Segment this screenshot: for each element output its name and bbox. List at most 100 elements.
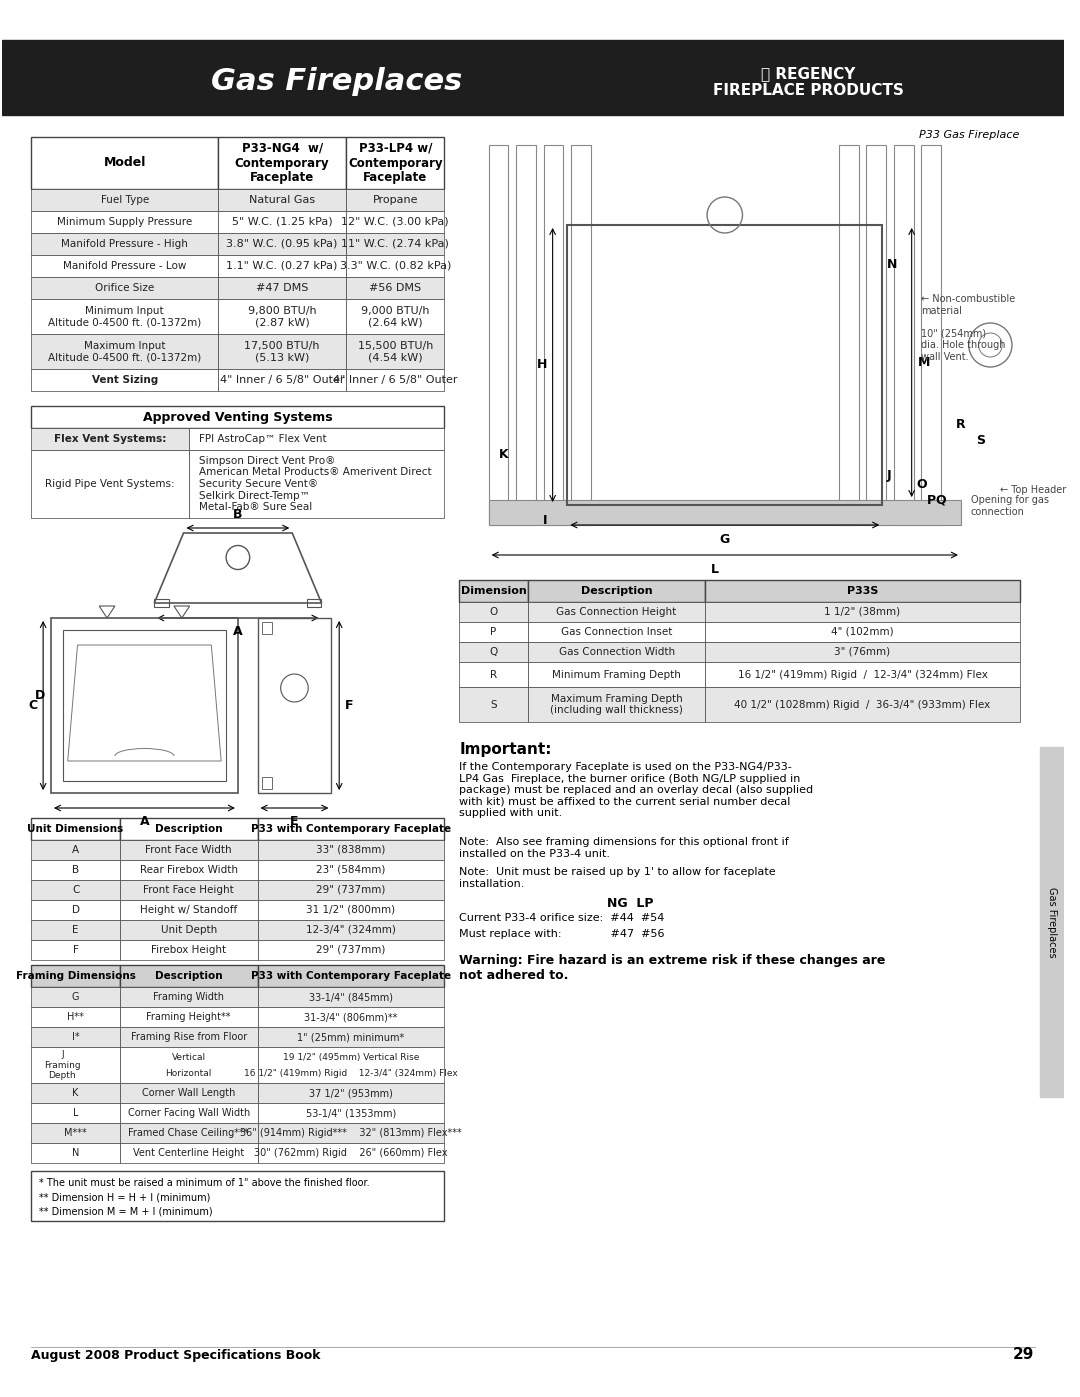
Bar — [120, 921, 257, 940]
Bar — [31, 861, 120, 880]
Text: Current P33-4 orifice size:  #44  #54: Current P33-4 orifice size: #44 #54 — [459, 914, 664, 923]
Text: Fuel Type: Fuel Type — [100, 196, 149, 205]
Bar — [257, 921, 445, 940]
Bar — [894, 145, 914, 525]
Text: 1 1/2" (38mm): 1 1/2" (38mm) — [824, 608, 901, 617]
Text: A: A — [139, 814, 149, 828]
Text: D: D — [71, 905, 80, 915]
Text: #56 DMS: #56 DMS — [369, 284, 421, 293]
Text: Opening for gas
connection: Opening for gas connection — [971, 495, 1049, 517]
Bar — [262, 777, 272, 789]
Text: Description: Description — [154, 824, 222, 834]
Bar — [120, 965, 257, 988]
Bar — [120, 861, 257, 880]
Text: O: O — [916, 479, 927, 492]
Text: Note:  Unit must be raised up by 1' to allow for faceplate
installation.: Note: Unit must be raised up by 1' to al… — [459, 868, 775, 888]
Bar — [31, 1046, 120, 1083]
Text: Unit Depth: Unit Depth — [161, 925, 217, 935]
Bar — [839, 145, 859, 525]
Bar — [346, 189, 445, 211]
Bar — [705, 687, 1020, 722]
Bar — [257, 1104, 445, 1123]
Text: I: I — [543, 514, 548, 527]
Text: Natural Gas: Natural Gas — [249, 196, 315, 205]
Text: S: S — [976, 433, 985, 447]
Bar — [218, 277, 346, 299]
Bar — [257, 819, 445, 840]
Text: Horizontal: Horizontal — [165, 1070, 212, 1078]
Text: Flex Vent Systems:: Flex Vent Systems: — [54, 434, 166, 444]
Bar — [31, 1123, 120, 1143]
Text: Firebox Height: Firebox Height — [151, 944, 227, 956]
Text: 36" (914mm) Rigid***    32" (813mm) Flex***: 36" (914mm) Rigid*** 32" (813mm) Flex*** — [240, 1127, 462, 1139]
Bar — [31, 1171, 445, 1221]
Text: Description: Description — [154, 971, 222, 981]
Bar — [31, 407, 445, 427]
Bar — [31, 840, 120, 861]
Bar — [31, 988, 120, 1007]
Bar — [218, 334, 346, 369]
Text: 11" W.C. (2.74 kPa): 11" W.C. (2.74 kPa) — [341, 239, 449, 249]
Text: Framing Width: Framing Width — [153, 992, 225, 1002]
Text: N: N — [72, 1148, 79, 1158]
Text: E: E — [291, 814, 299, 828]
Text: Approved Venting Systems: Approved Venting Systems — [143, 411, 333, 423]
Text: 9,800 BTU/h
(2.87 kW): 9,800 BTU/h (2.87 kW) — [247, 306, 316, 327]
Bar — [346, 277, 445, 299]
Bar — [705, 643, 1020, 662]
Bar — [63, 630, 226, 781]
Text: Orifice Size: Orifice Size — [95, 284, 154, 293]
Text: L: L — [711, 563, 719, 576]
Bar — [120, 1104, 257, 1123]
Bar — [31, 137, 218, 189]
Text: C: C — [72, 886, 79, 895]
Bar — [459, 602, 528, 622]
Text: L: L — [72, 1108, 79, 1118]
Text: C: C — [28, 698, 37, 712]
Text: 12-3/4" (324mm): 12-3/4" (324mm) — [306, 925, 396, 935]
Text: 4" Inner / 6 5/8" Outer: 4" Inner / 6 5/8" Outer — [220, 374, 345, 386]
Bar — [528, 580, 705, 602]
Text: 3.8" W.C. (0.95 kPa): 3.8" W.C. (0.95 kPa) — [227, 239, 338, 249]
Text: ** Dimension M = M + I (minimum): ** Dimension M = M + I (minimum) — [39, 1206, 213, 1215]
Text: 5" W.C. (1.25 kPa): 5" W.C. (1.25 kPa) — [232, 217, 333, 226]
Text: Maximum Framing Depth
(including wall thickness): Maximum Framing Depth (including wall th… — [550, 694, 683, 715]
Text: R: R — [956, 419, 966, 432]
Text: K: K — [72, 1088, 79, 1098]
Bar — [218, 233, 346, 256]
Bar — [120, 1046, 257, 1083]
Bar — [31, 1007, 120, 1027]
Text: Must replace with:              #47  #56: Must replace with: #47 #56 — [459, 929, 664, 939]
Text: 31 1/2" (800mm): 31 1/2" (800mm) — [307, 905, 395, 915]
Bar — [31, 277, 218, 299]
Text: NG  LP: NG LP — [607, 897, 653, 909]
Bar — [218, 189, 346, 211]
Bar — [544, 145, 564, 525]
Text: 33-1/4" (845mm): 33-1/4" (845mm) — [309, 992, 393, 1002]
Text: Q: Q — [489, 647, 498, 657]
Text: Warning: Fire hazard is an extreme risk if these changes are
not adhered to.: Warning: Fire hazard is an extreme risk … — [459, 954, 886, 982]
Bar — [257, 988, 445, 1007]
Bar — [528, 643, 705, 662]
Text: F: F — [346, 698, 353, 712]
Bar — [120, 1007, 257, 1027]
Text: F: F — [72, 944, 79, 956]
Bar — [120, 1143, 257, 1162]
Text: Vent Sizing: Vent Sizing — [92, 374, 158, 386]
Bar — [346, 233, 445, 256]
Bar — [257, 1046, 445, 1083]
Bar — [31, 1104, 120, 1123]
Bar — [257, 1123, 445, 1143]
Text: 4" Inner / 6 5/8" Outer: 4" Inner / 6 5/8" Outer — [333, 374, 458, 386]
Bar — [31, 965, 120, 988]
Text: Minimum Input
Altitude 0-4500 ft. (0-1372m): Minimum Input Altitude 0-4500 ft. (0-137… — [49, 306, 201, 327]
Text: #47 DMS: #47 DMS — [256, 284, 308, 293]
Bar — [218, 211, 346, 233]
Text: Gas Fireplaces: Gas Fireplaces — [211, 67, 462, 96]
Bar — [154, 599, 170, 608]
Text: * The unit must be raised a minimum of 1" above the finished floor.: * The unit must be raised a minimum of 1… — [39, 1178, 369, 1187]
Text: Corner Wall Length: Corner Wall Length — [141, 1088, 235, 1098]
Text: S: S — [490, 700, 497, 710]
Bar — [31, 450, 189, 518]
Text: 3.3" W.C. (0.82 kPa): 3.3" W.C. (0.82 kPa) — [339, 261, 451, 271]
